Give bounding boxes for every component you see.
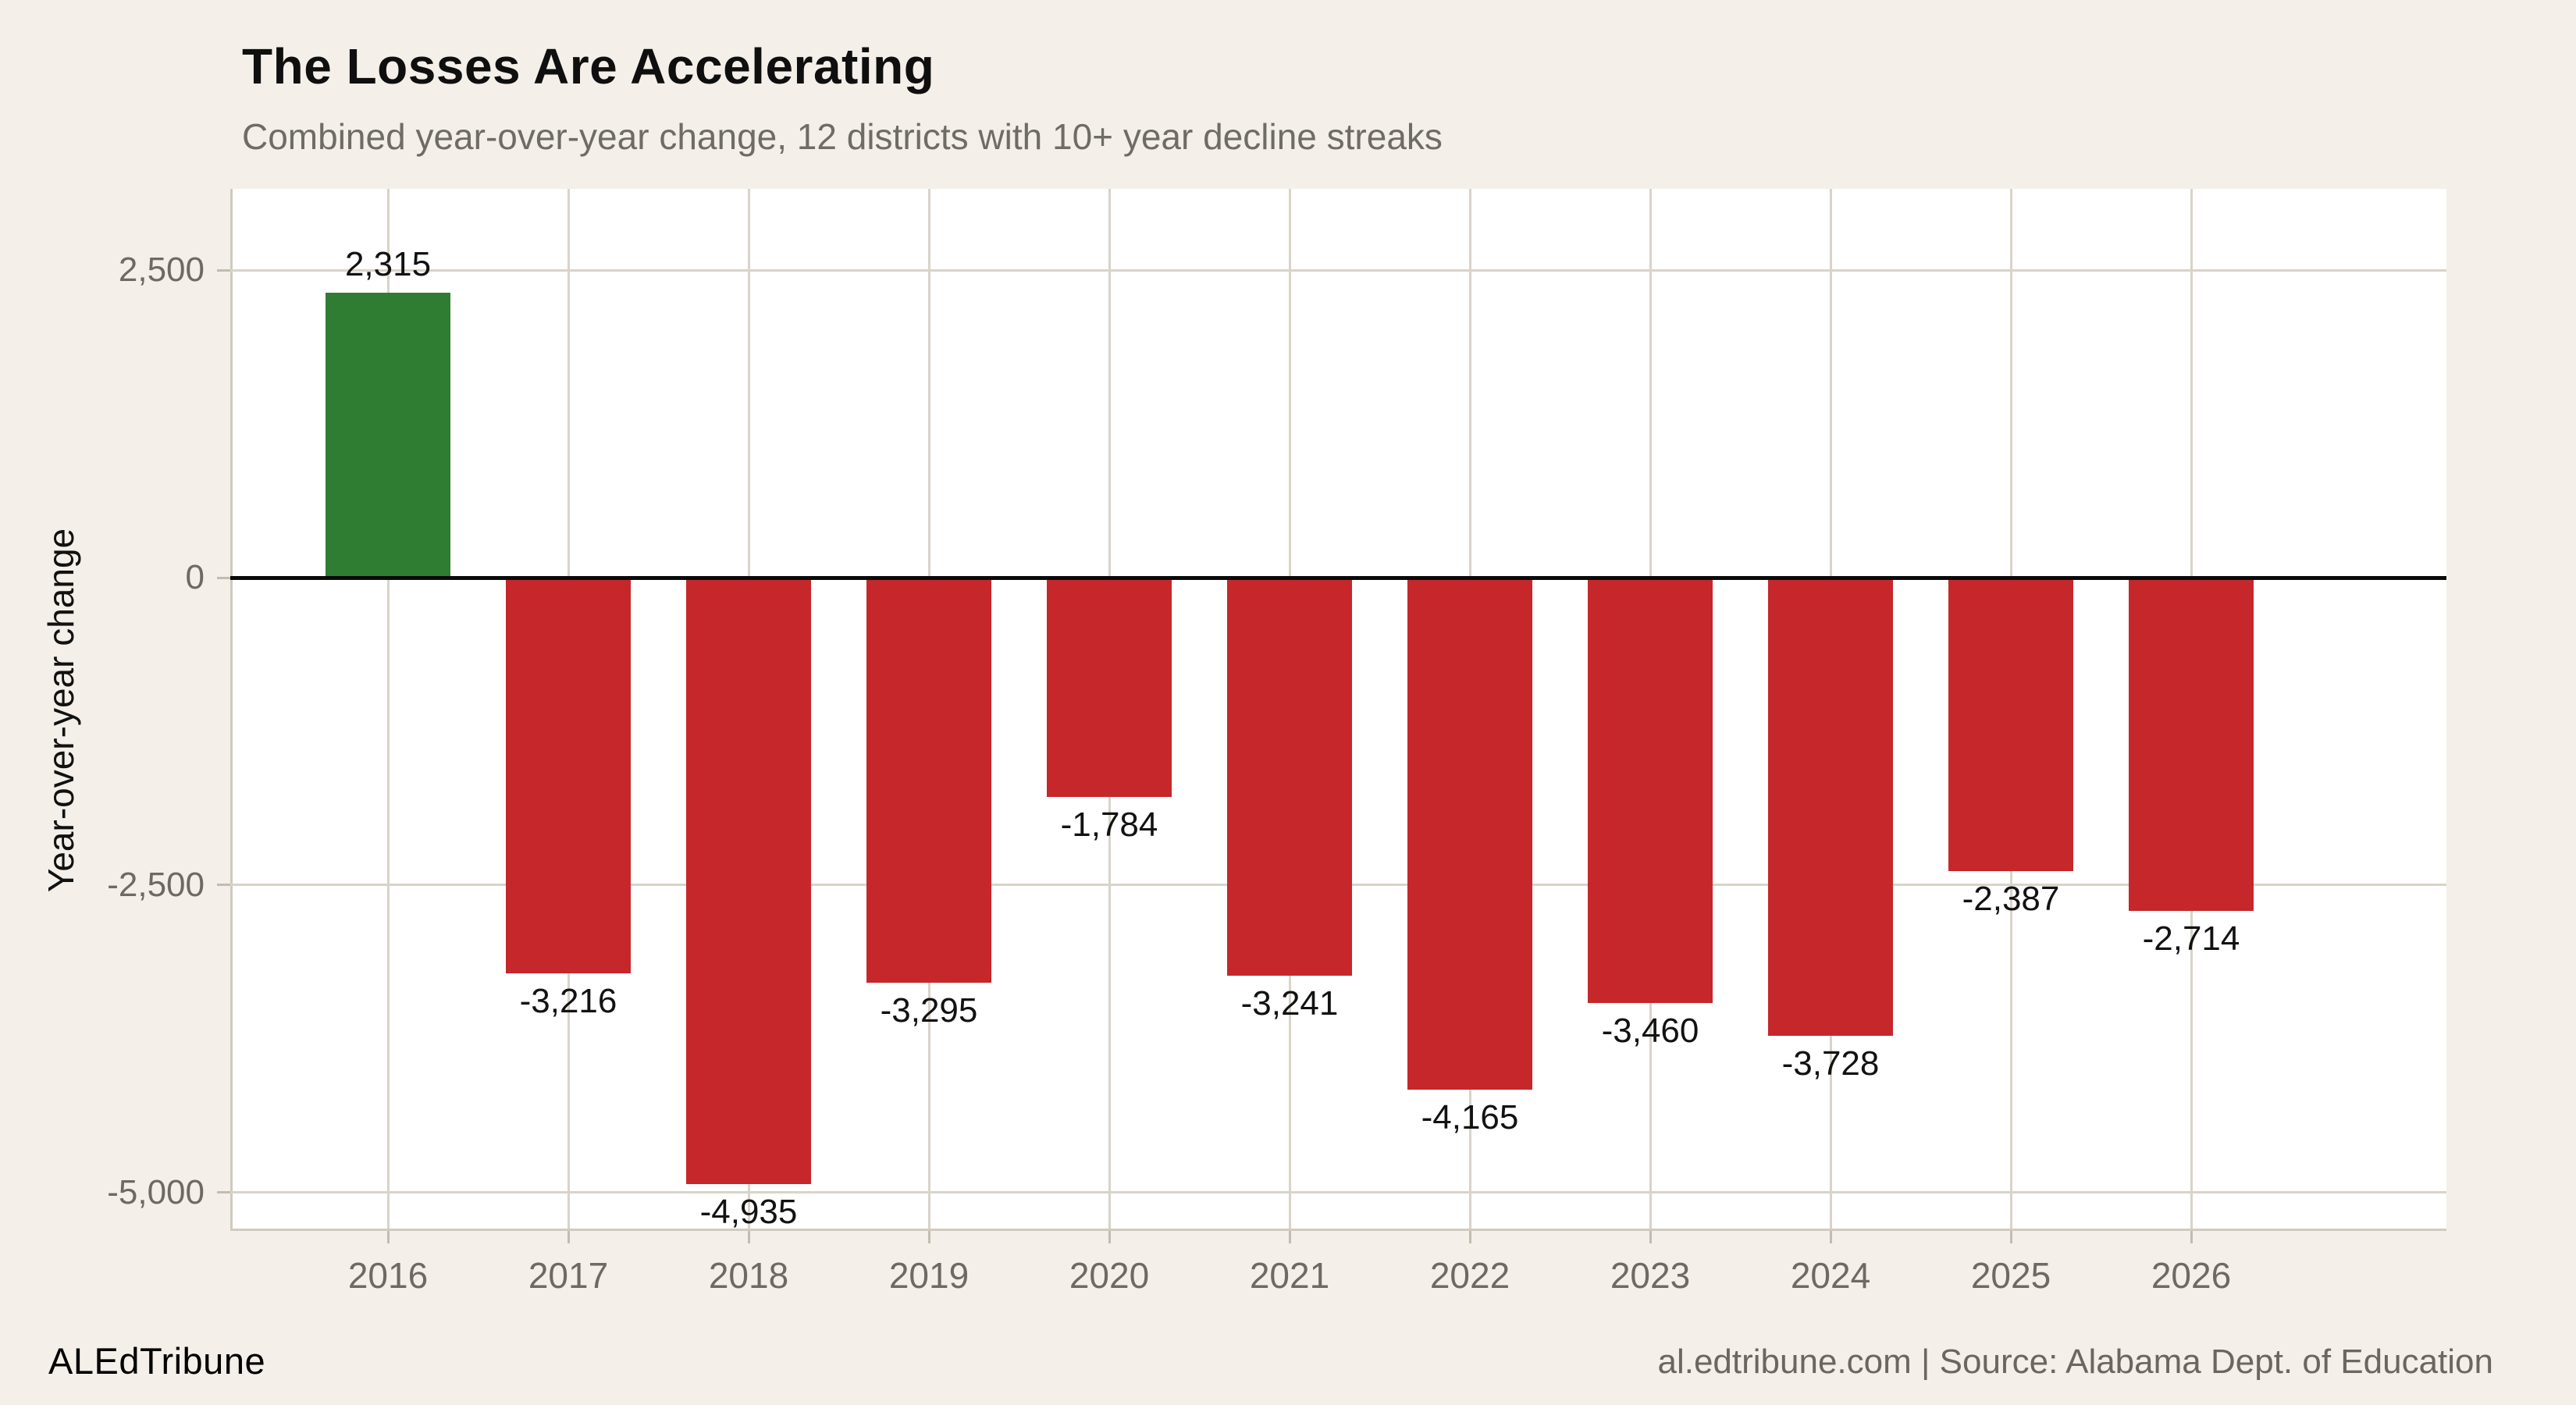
x-tick-label: 2023 <box>1610 1255 1691 1296</box>
x-tick-mark <box>1108 1231 1111 1243</box>
bar-value-label: 2,315 <box>344 245 432 284</box>
bar-value-label: -4,935 <box>699 1193 798 1232</box>
bar-2026 <box>2129 578 2254 912</box>
source-attribution: al.edtribune.com | Source: Alabama Dept.… <box>1657 1343 2493 1381</box>
x-tick-mark <box>1829 1231 1832 1243</box>
bar-value-label: -1,784 <box>1060 805 1158 844</box>
bar-2018 <box>686 578 811 1185</box>
x-tick-mark <box>386 1231 390 1243</box>
x-tick-label: 2020 <box>1069 1255 1150 1296</box>
bar-2017 <box>506 578 631 973</box>
bar-2025 <box>1948 578 2073 871</box>
x-tick-label: 2022 <box>1429 1255 1510 1296</box>
bar-value-label: -2,714 <box>2142 919 2240 959</box>
bar-2020 <box>1047 578 1172 797</box>
bar-value-label: -4,165 <box>1421 1097 1519 1136</box>
y-tick-label: -5,000 <box>107 1172 205 1211</box>
x-tick-label: 2024 <box>1790 1255 1871 1296</box>
chart-title: The Losses Are Accelerating <box>242 38 935 94</box>
x-tick-mark <box>1649 1231 1652 1243</box>
chart-subtitle: Combined year-over-year change, 12 distr… <box>242 116 1443 157</box>
x-tick-label: 2021 <box>1249 1255 1330 1296</box>
bar-value-label: -3,241 <box>1240 984 1339 1023</box>
gridline-horizontal <box>230 1191 2446 1193</box>
x-tick-label: 2018 <box>708 1255 789 1296</box>
bar-value-label: -3,460 <box>1601 1011 1699 1050</box>
bar-2023 <box>1588 578 1713 1003</box>
bar-value-label: -3,728 <box>1781 1044 1880 1083</box>
bar-value-label: -3,295 <box>880 991 978 1030</box>
x-tick-mark <box>567 1231 570 1243</box>
y-tick-label: 0 <box>185 558 205 596</box>
bar-2019 <box>866 578 991 983</box>
x-tick-mark <box>2009 1231 2012 1243</box>
gridline-vertical <box>386 189 390 1229</box>
bar-value-label: -3,216 <box>519 981 617 1020</box>
y-tick-label: 2,500 <box>118 251 205 290</box>
x-tick-label: 2016 <box>347 1255 429 1296</box>
x-tick-label: 2026 <box>2151 1255 2232 1296</box>
y-tick-mark <box>217 576 230 579</box>
y-tick-mark <box>217 884 230 887</box>
x-tick-mark <box>2190 1231 2193 1243</box>
zero-axis-line <box>230 575 2446 580</box>
x-tick-mark <box>1288 1231 1291 1243</box>
bar-2021 <box>1227 578 1352 976</box>
brand-logo: ALEdTribune <box>48 1340 266 1382</box>
y-tick-mark <box>217 269 230 272</box>
x-tick-label: 2017 <box>528 1255 609 1296</box>
x-tick-label: 2025 <box>1970 1255 2051 1296</box>
x-tick-mark <box>927 1231 930 1243</box>
bar-2016 <box>326 293 450 578</box>
x-tick-mark <box>747 1231 750 1243</box>
y-tick-label: -2,500 <box>107 865 205 904</box>
gridline-horizontal <box>230 269 2446 272</box>
y-tick-mark <box>217 1191 230 1193</box>
bar-2022 <box>1407 578 1532 1090</box>
bar-value-label: -2,387 <box>1962 879 2060 918</box>
x-tick-label: 2019 <box>888 1255 970 1296</box>
x-tick-mark <box>1468 1231 1471 1243</box>
bar-2024 <box>1768 578 1893 1037</box>
